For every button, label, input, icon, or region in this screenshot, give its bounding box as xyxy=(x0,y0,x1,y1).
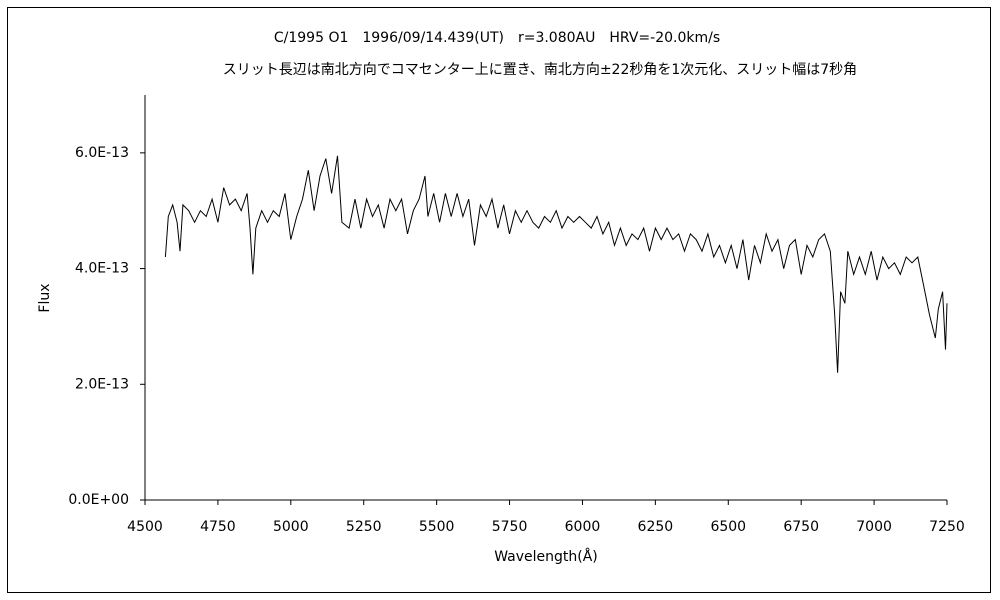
x-tick-label: 5750 xyxy=(492,519,528,535)
x-tick-label: 5250 xyxy=(346,519,382,535)
x-tick-label: 5500 xyxy=(419,519,455,535)
chart-frame xyxy=(7,7,991,593)
spectrum-line xyxy=(164,155,948,373)
x-tick-label: 6750 xyxy=(783,519,819,535)
x-tick-label: 7000 xyxy=(856,519,892,535)
y-tick-label: 0.0E+00 xyxy=(68,492,129,508)
y-axis-label: Flux xyxy=(37,283,53,312)
x-tick-label: 7250 xyxy=(929,519,965,535)
x-tick-label: 4750 xyxy=(200,519,236,535)
y-tick-label: 4.0E-13 xyxy=(75,261,129,277)
x-tick-label: 5000 xyxy=(273,519,309,535)
chart-title: C/1995 O1 1996/09/14.439(UT) r=3.080AU H… xyxy=(274,30,720,46)
chart-subtitle: スリット長辺は南北方向でコマセンター上に置き、南北方向±22秒角を1次元化、スリ… xyxy=(223,62,857,78)
y-tick-label: 6.0E-13 xyxy=(75,145,129,161)
y-tick-label: 2.0E-13 xyxy=(75,376,129,392)
x-axis-label: Wavelength(Å) xyxy=(494,548,598,565)
x-tick-label: 4500 xyxy=(127,519,163,535)
x-tick-label: 6500 xyxy=(710,519,746,535)
x-tick-label: 6000 xyxy=(565,519,601,535)
x-tick-label: 6250 xyxy=(638,519,674,535)
